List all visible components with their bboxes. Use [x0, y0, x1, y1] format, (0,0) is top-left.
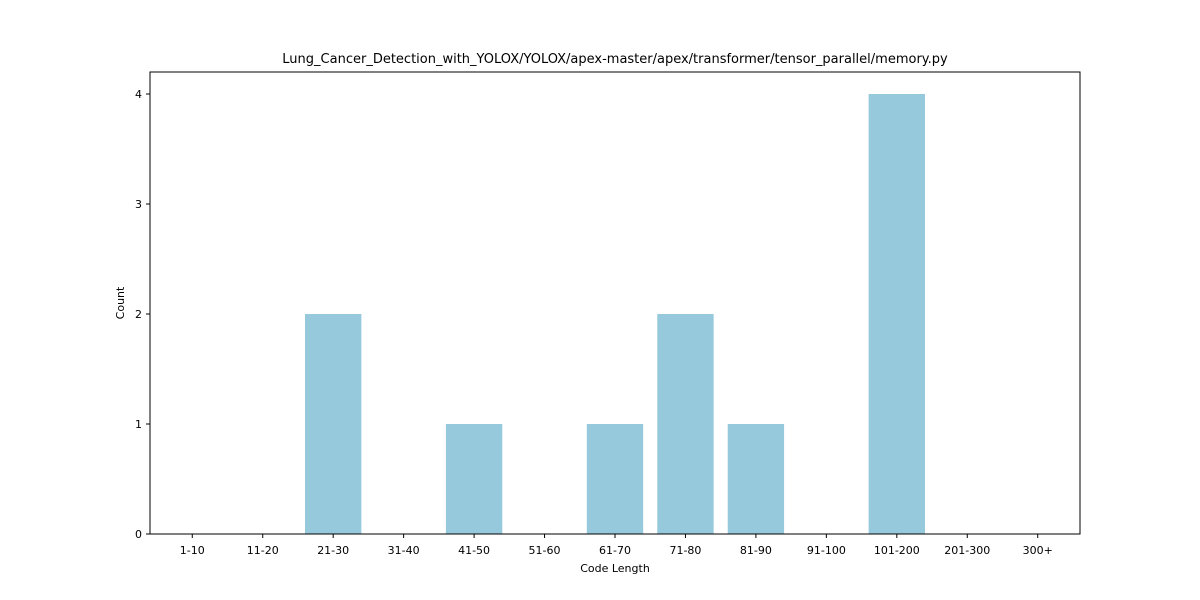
x-tick-label: 11-20 — [247, 544, 279, 557]
bar-81-90 — [727, 424, 785, 534]
bar-101-200 — [868, 94, 925, 534]
x-axis-label: Code Length — [580, 562, 650, 575]
x-tick-label: 71-80 — [669, 544, 701, 557]
x-tick-label: 81-90 — [740, 544, 772, 557]
x-tick-label: 61-70 — [599, 544, 631, 557]
x-tick-label: 91-100 — [807, 544, 846, 557]
x-axis-ticks: 1-10 11-20 21-30 31-40 41-50 51-60 61-70 71-80 8… — [180, 534, 1053, 557]
x-tick-label: 101-200 — [874, 544, 920, 557]
x-tick-label: 41-50 — [458, 544, 490, 557]
bars-group — [305, 94, 925, 534]
y-tick-label: 2 — [135, 308, 142, 321]
x-tick-label: 300+ — [1023, 544, 1053, 557]
x-tick-label: 31-40 — [388, 544, 420, 557]
y-axis-label: Count — [114, 286, 127, 319]
plot-area-frame — [149, 71, 1081, 535]
y-tick-label: 0 — [135, 528, 142, 541]
y-tick-label: 4 — [135, 88, 142, 101]
x-tick-label: 1-10 — [180, 544, 205, 557]
bar-71-80 — [657, 314, 714, 534]
bar-61-70 — [586, 424, 644, 534]
x-tick-label: 21-30 — [317, 544, 349, 557]
bar-41-50 — [445, 424, 503, 534]
x-tick-label: 201-300 — [944, 544, 990, 557]
y-tick-label: 3 — [135, 198, 142, 211]
chart-title: Lung_Cancer_Detection_with_YOLOX/YOLOX/a… — [282, 52, 948, 67]
bar-21-30 — [305, 314, 362, 534]
y-tick-label: 1 — [135, 418, 142, 431]
y-axis-ticks: 0 1 2 3 4 — [135, 88, 150, 541]
x-tick-label: 51-60 — [529, 544, 561, 557]
